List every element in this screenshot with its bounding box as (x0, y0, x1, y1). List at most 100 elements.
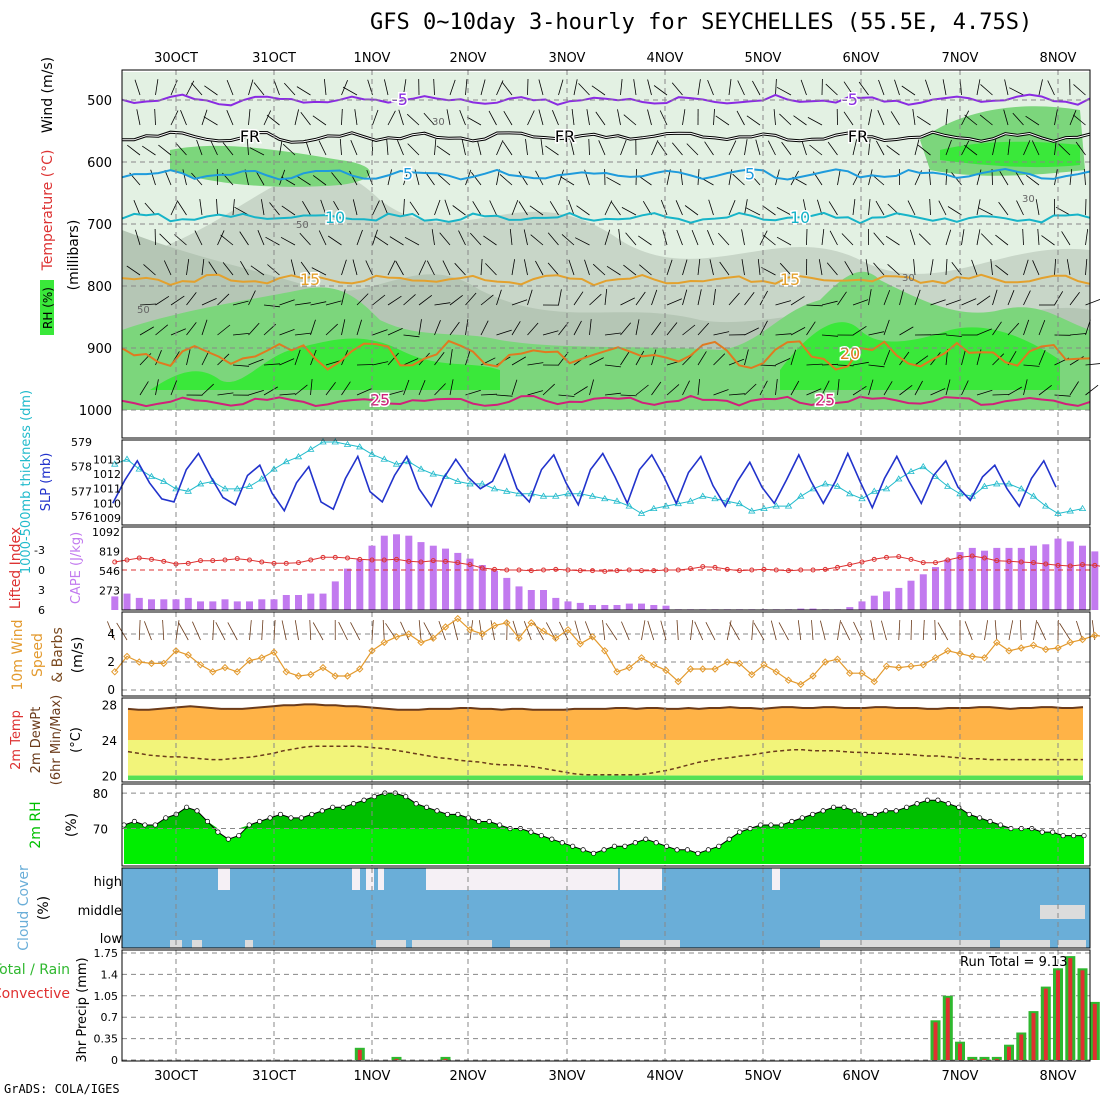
thickness-marker (184, 487, 192, 494)
wind-barb (976, 295, 991, 306)
wind-barb (868, 199, 871, 216)
wind-barb (217, 324, 231, 336)
wind-barb (496, 289, 502, 306)
wind10-barb (811, 620, 814, 641)
wind-barb (1085, 299, 1100, 306)
wind10-marker (196, 661, 205, 669)
rh2m-marker (924, 797, 931, 803)
li-marker (884, 554, 889, 560)
rh2m-marker (591, 850, 597, 856)
wind-barb (1025, 115, 1040, 126)
wind-barb (127, 144, 141, 156)
li-marker (896, 554, 902, 560)
wind10-marker (123, 652, 131, 661)
cloud-low-cell (890, 940, 950, 948)
li-marker (406, 558, 412, 564)
wind-barb (718, 232, 730, 246)
wind-barb (651, 289, 658, 306)
wind-barb (899, 351, 910, 366)
precip-convective-bar (945, 997, 950, 1060)
wind-barb (155, 379, 159, 396)
wind-barb (299, 232, 311, 246)
wind-barb (697, 259, 701, 276)
wind-barb (518, 171, 528, 186)
wind-barb (1069, 381, 1079, 396)
cape-tick: 546 (99, 565, 120, 578)
wind-barb (707, 79, 714, 96)
wind-barb (584, 259, 590, 276)
millibars-axis-label: (millibars) (66, 220, 82, 291)
li-marker (320, 554, 326, 560)
rh2m-marker (455, 811, 461, 817)
thickness-tick: 579 (71, 436, 92, 449)
wind-barb (426, 260, 435, 276)
wind10-marker (650, 661, 658, 669)
wind10-barb (621, 621, 630, 641)
date-label-bottom: 6NOV (843, 1069, 880, 1084)
wind-barb (139, 381, 149, 396)
rh2m-marker (851, 808, 857, 814)
thickness-marker (564, 490, 572, 497)
thickness-marker (1005, 480, 1013, 487)
rh-contour-label: 30 (432, 117, 445, 128)
wind-barb (1023, 259, 1029, 276)
wind-barb (755, 139, 761, 156)
wind-barb (409, 201, 420, 216)
wind-barb (1031, 140, 1040, 156)
wind-barb (660, 199, 668, 216)
li-marker (969, 553, 975, 559)
wind-barb (527, 289, 533, 306)
date-label-bottom: 5NOV (745, 1069, 782, 1084)
wind10-axis-label: 10m Wind (10, 619, 26, 690)
rh-shade-bright (150, 322, 1060, 390)
li-marker (982, 555, 987, 561)
wind-barb (226, 110, 234, 126)
wind-barb (918, 233, 931, 246)
cape-tick: 819 (99, 546, 120, 559)
li-marker (957, 554, 963, 560)
date-label-top: 8NOV (1040, 51, 1077, 66)
wind-barb (265, 236, 280, 246)
wind-barb (623, 264, 637, 276)
date-label-top: 30OCT (154, 51, 198, 66)
wind-barb (529, 205, 544, 216)
wind-barb (365, 260, 373, 276)
wind-barb (437, 174, 451, 186)
wind-barb (925, 79, 931, 96)
wind-barb (775, 379, 778, 396)
rh2m-marker (131, 818, 137, 825)
rh2m-marker (622, 843, 628, 849)
wind10-marker (392, 633, 401, 641)
wind10-marker (527, 619, 535, 627)
wind-barb (858, 81, 869, 96)
temp-tick: 28 (102, 698, 117, 712)
precip-convective-bar (982, 1058, 987, 1060)
wind-barb (434, 383, 446, 396)
wind-barb (728, 292, 740, 306)
wind10-marker (282, 668, 290, 676)
wind-barb (226, 79, 234, 96)
cape-bar (344, 568, 351, 610)
thickness-marker (196, 480, 205, 487)
wind10-barb (1033, 620, 1037, 641)
date-label-bottom: 7NOV (942, 1069, 979, 1084)
li-marker (1055, 562, 1061, 568)
li-marker (124, 557, 130, 563)
li-tick: 6 (38, 604, 45, 617)
wind-barb (976, 328, 992, 336)
wind10-marker (184, 651, 192, 659)
cape-bar (148, 599, 155, 610)
wind-barb (433, 78, 435, 96)
wind-barb (868, 109, 872, 126)
wind-barb (158, 144, 172, 156)
wind-barb (248, 322, 260, 336)
wind-barb (232, 333, 249, 336)
wind-barb (976, 169, 982, 186)
li-marker (345, 555, 350, 561)
wind-barb (916, 115, 931, 126)
wind-barb (704, 141, 714, 156)
wind-barb (635, 291, 646, 306)
rh2m-marker (476, 818, 482, 825)
wind-barb (569, 139, 575, 156)
